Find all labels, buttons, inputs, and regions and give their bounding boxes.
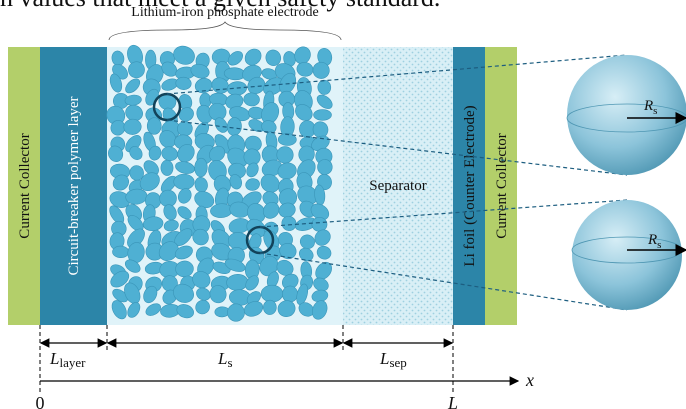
collector-label: Current Collector xyxy=(494,133,510,238)
dim-label: Lsep xyxy=(379,349,407,370)
dimension-arrows xyxy=(40,343,518,381)
subscript: layer xyxy=(59,355,86,370)
brace xyxy=(109,22,341,40)
symbol: L xyxy=(49,349,59,368)
axis-end: L xyxy=(447,393,458,409)
particle xyxy=(161,160,174,176)
particle-sphere xyxy=(572,200,682,310)
particle xyxy=(312,217,328,232)
separator-label: Separator xyxy=(369,178,426,194)
symbol: L xyxy=(379,349,389,368)
dim-label: Llayer xyxy=(49,349,86,370)
breaker-label: Circuit-breaker polymer layer xyxy=(66,96,82,275)
collector-label: Current Collector xyxy=(17,133,33,238)
subscript: s xyxy=(657,239,661,251)
particle xyxy=(263,300,276,315)
particle xyxy=(314,110,332,121)
particle xyxy=(174,174,195,190)
dim-label: Ls xyxy=(217,349,233,370)
particle xyxy=(147,118,161,135)
particle xyxy=(227,304,244,321)
particle xyxy=(261,285,283,302)
subscript: s xyxy=(227,355,232,370)
diagram: n values that meet a given safety standa… xyxy=(0,0,686,409)
subscript: s xyxy=(653,105,657,117)
electrode-label: Lithium-iron phosphate electrode xyxy=(131,5,318,20)
particle xyxy=(194,158,207,177)
particle xyxy=(112,246,129,258)
subscript: sep xyxy=(389,355,406,370)
axis-label: x xyxy=(525,370,534,390)
particle-sphere xyxy=(567,55,686,175)
symbol: L xyxy=(217,349,227,368)
axis-origin: 0 xyxy=(36,393,45,409)
symbol: R xyxy=(647,232,657,248)
symbol: R xyxy=(643,98,653,114)
li-foil-label: Li foil (Counter Electrode) xyxy=(462,105,478,266)
